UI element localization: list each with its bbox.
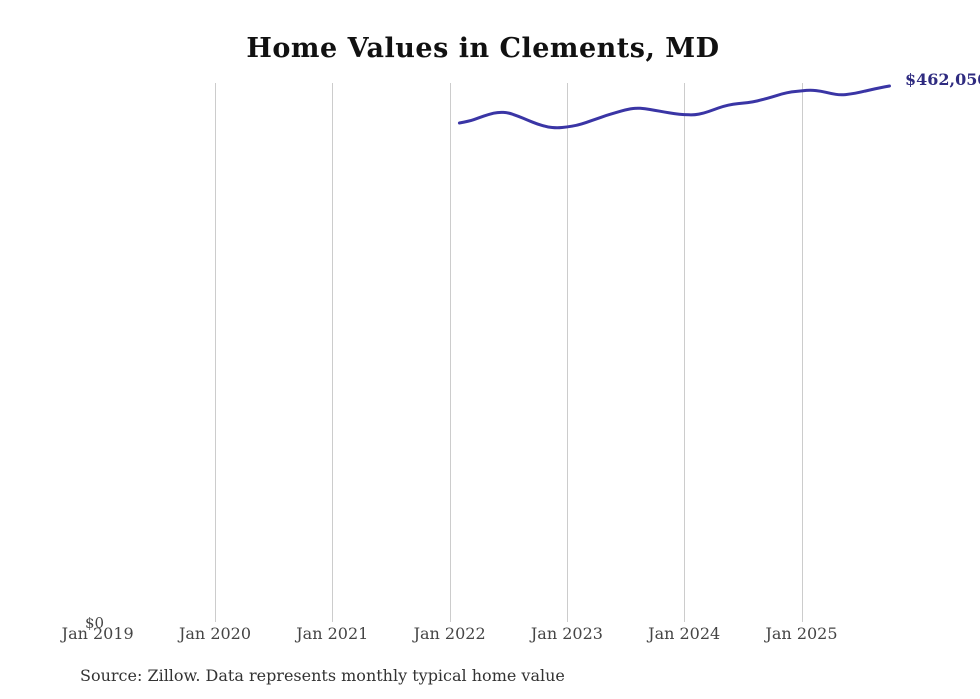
x-tick-label: Jan 2021 [296, 624, 369, 643]
x-tick-label: Jan 2023 [530, 624, 603, 643]
x-tick-label: Jan 2020 [178, 624, 252, 643]
chart-title: Home Values in Clements, MD [246, 33, 720, 64]
x-tick-label: Jan 2019 [61, 624, 134, 643]
x-tick-label: Jan 2022 [413, 624, 486, 643]
x-tick-label: Jan 2025 [765, 624, 838, 643]
home-value-line [457, 84, 891, 130]
source-note: Source: Zillow. Data represents monthly … [80, 666, 565, 685]
x-tick-label: Jan 2024 [648, 624, 721, 643]
latest-value-label: $462,050 [905, 70, 980, 89]
y-axis-zero-label: $0 [85, 614, 105, 632]
